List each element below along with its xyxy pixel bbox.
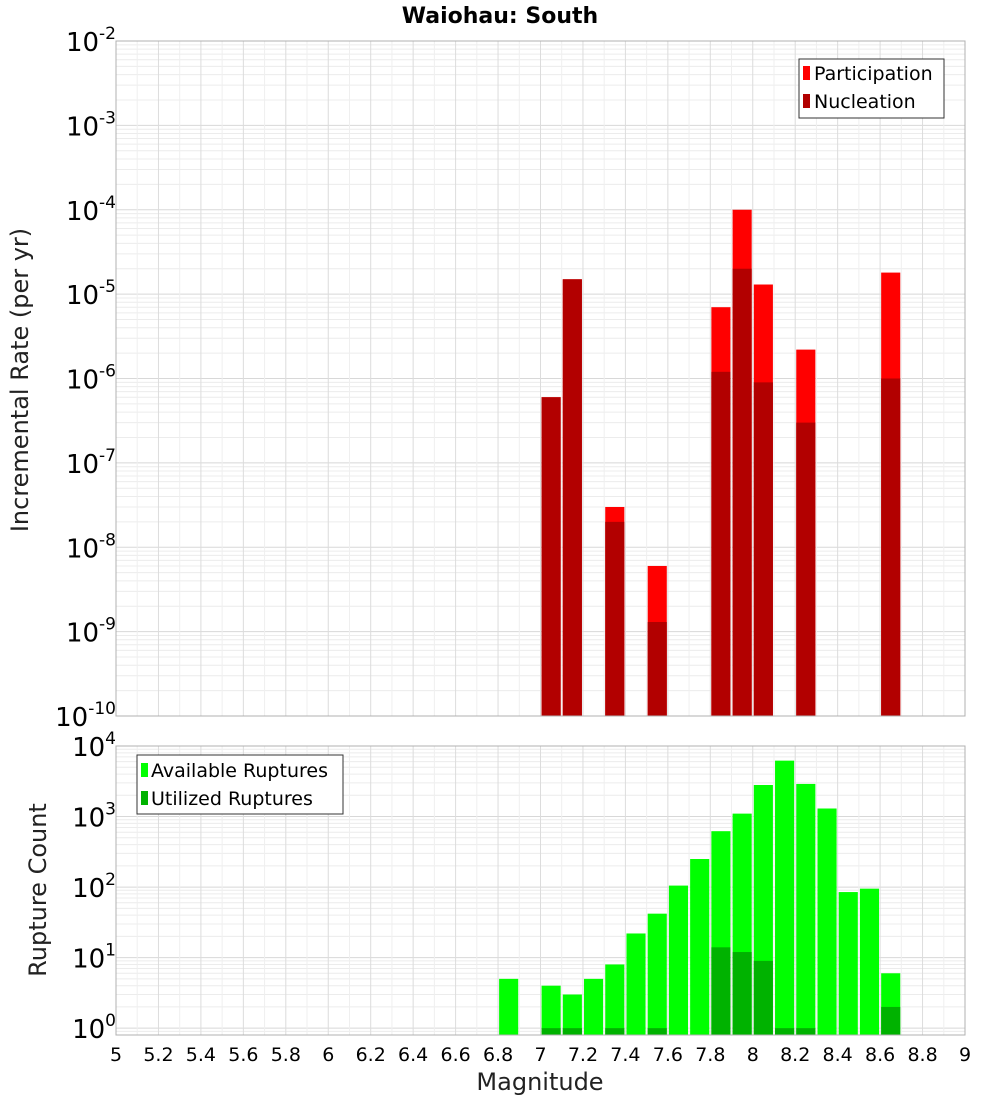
y-tick-label: 102 <box>72 870 116 904</box>
bar-available-ruptures <box>541 985 561 1035</box>
bar-utilized-ruptures <box>881 1006 901 1035</box>
x-tick-labels: 5 5.2 5.4 5.6 5.8 6 6.2 6.4 6.6 6.8 7 7.2 7.4 7.6 7.8 8… <box>110 1044 971 1066</box>
y-tick-label: 101 <box>72 941 116 975</box>
x-tick-label: 6.2 <box>356 1044 386 1066</box>
legend-swatch-nucleation <box>803 94 810 108</box>
bar-available-ruptures <box>584 978 604 1035</box>
bar-available-ruptures <box>626 933 646 1035</box>
bar-available-ruptures <box>838 892 858 1035</box>
bar-utilized-ruptures <box>711 947 731 1035</box>
bar-nucleation <box>881 378 901 716</box>
x-tick-label: 8.8 <box>907 1044 937 1066</box>
y-tick-label: 10-5 <box>66 277 116 311</box>
x-tick-label: 5.2 <box>143 1044 173 1066</box>
legend-label-nucleation: Nucleation <box>814 91 916 113</box>
y-tick-label: 10-2 <box>66 24 116 58</box>
bar-utilized-ruptures <box>562 1028 582 1035</box>
top-y-axis-label: Incremental Rate (per yr) <box>6 228 34 532</box>
bar-nucleation <box>753 382 773 716</box>
top-y-tick-labels: 10-10 10-9 10-8 10-7 10-6 10-5 10-4 10-3 10-2 <box>55 24 116 733</box>
x-tick-label: 8.6 <box>865 1044 895 1066</box>
bar-utilized-ruptures <box>605 1028 625 1035</box>
x-tick-label: 7 <box>534 1044 546 1066</box>
y-tick-label: 10-7 <box>66 446 116 480</box>
y-tick-label: 10-3 <box>66 108 116 142</box>
bar-utilized-ruptures <box>775 1028 795 1035</box>
x-tick-label: 8.4 <box>823 1044 853 1066</box>
top-panel-frame <box>115 40 966 717</box>
x-tick-label: 5.4 <box>186 1044 216 1066</box>
x-tick-label: 5.8 <box>271 1044 301 1066</box>
bar-utilized-ruptures <box>753 960 773 1035</box>
bar-available-ruptures <box>796 783 816 1035</box>
top-legend: Participation Nucleation <box>798 58 945 119</box>
bar-nucleation <box>732 268 752 716</box>
x-tick-label: 7.6 <box>653 1044 683 1066</box>
x-tick-label: 7.8 <box>695 1044 725 1066</box>
bar-available-ruptures <box>499 978 519 1035</box>
y-tick-label: 100 <box>72 1011 116 1045</box>
bar-available-ruptures <box>817 808 837 1035</box>
bottom-panel-bars <box>499 760 901 1035</box>
bar-nucleation <box>647 622 667 716</box>
bar-nucleation <box>562 279 582 716</box>
bar-nucleation <box>796 422 816 716</box>
bottom-y-tick-labels: 100 101 102 103 104 <box>72 729 116 1045</box>
bar-available-ruptures <box>647 913 667 1035</box>
legend-label-available: Available Ruptures <box>151 760 328 782</box>
top-panel-bars <box>541 209 901 716</box>
y-tick-label: 10-4 <box>66 193 116 227</box>
y-tick-label: 10-10 <box>55 699 116 733</box>
y-tick-label: 10-8 <box>66 530 116 564</box>
y-tick-label: 104 <box>72 729 116 763</box>
bottom-panel-frame <box>115 745 966 1036</box>
legend-swatch-available <box>141 763 148 777</box>
chart-title: Waiohau: South <box>402 4 598 29</box>
legend-swatch-utilized <box>141 791 148 805</box>
x-tick-label: 6.4 <box>398 1044 428 1066</box>
bar-nucleation <box>605 521 625 716</box>
bar-nucleation <box>711 371 731 716</box>
bottom-legend: Available Ruptures Utilized Ruptures <box>136 754 344 815</box>
bar-available-ruptures <box>859 888 880 1035</box>
x-tick-label: 7.2 <box>568 1044 598 1066</box>
y-tick-label: 103 <box>72 800 116 834</box>
bar-nucleation <box>541 397 561 716</box>
bottom-y-axis-label: Rupture Count <box>24 803 52 977</box>
y-tick-label: 10-6 <box>66 362 116 396</box>
x-tick-label: 5.6 <box>228 1044 258 1066</box>
bar-utilized-ruptures <box>732 952 752 1035</box>
bar-available-ruptures <box>668 885 689 1035</box>
bar-utilized-ruptures <box>541 1028 561 1035</box>
x-tick-label: 6 <box>322 1044 334 1066</box>
x-tick-label: 6.8 <box>483 1044 513 1066</box>
x-tick-label: 8.2 <box>780 1044 810 1066</box>
legend-swatch-participation <box>803 66 810 80</box>
x-tick-label: 9 <box>959 1044 971 1066</box>
bar-available-ruptures <box>690 859 710 1035</box>
y-tick-label: 10-9 <box>66 615 116 649</box>
bar-available-ruptures <box>775 760 795 1035</box>
top-panel-grid <box>115 41 966 717</box>
bar-utilized-ruptures <box>647 1028 667 1035</box>
x-axis-label: Magnitude <box>476 1068 603 1096</box>
legend-label-utilized: Utilized Ruptures <box>151 788 313 810</box>
x-tick-label: 7.4 <box>610 1044 640 1066</box>
bar-available-ruptures <box>562 994 582 1035</box>
x-tick-label: 6.6 <box>440 1044 470 1066</box>
legend-label-participation: Participation <box>814 63 933 85</box>
x-tick-label: 8 <box>747 1044 759 1066</box>
bar-available-ruptures <box>605 964 625 1035</box>
x-tick-label: 5 <box>110 1044 122 1066</box>
bar-utilized-ruptures <box>796 1028 816 1035</box>
